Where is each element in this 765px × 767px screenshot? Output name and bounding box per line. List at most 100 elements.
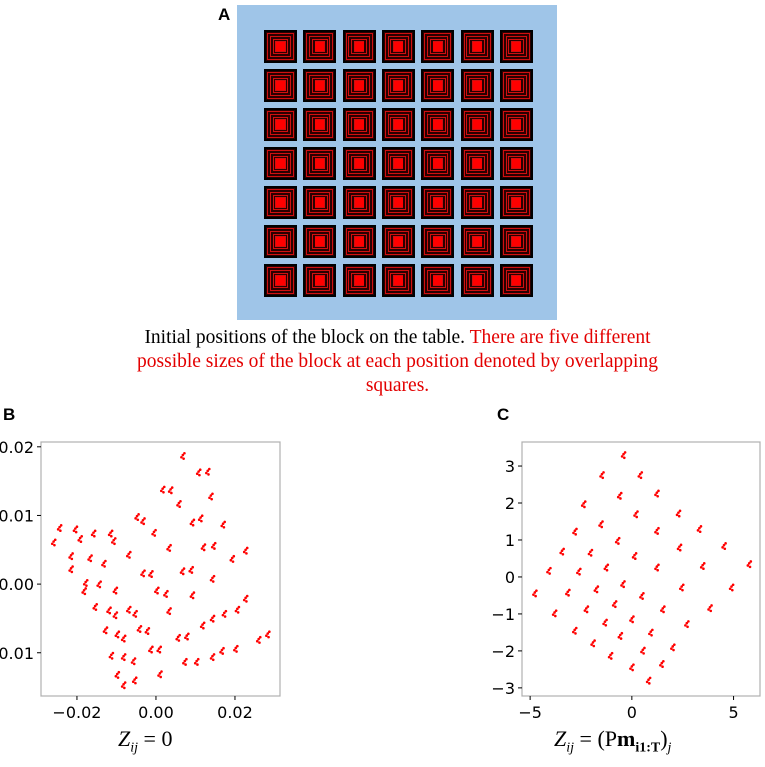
data-point (133, 678, 136, 681)
block-size-outline (269, 230, 292, 253)
data-point (116, 676, 120, 679)
block-size-outline (429, 77, 446, 94)
x-tick-label: 0 (627, 703, 637, 722)
data-point (149, 647, 153, 650)
data-point (696, 529, 700, 532)
scatter-plot-c: −5 0 5 3 2 1 0 −1 −2 −3 (491, 441, 761, 722)
data-point (109, 606, 112, 610)
block-size-outline (311, 194, 328, 211)
block-size-outline (309, 269, 331, 292)
data-point (169, 488, 172, 491)
data-point (702, 567, 705, 571)
data-point (710, 604, 713, 607)
data-point (574, 626, 578, 630)
data-point (554, 614, 557, 618)
block-position (342, 108, 376, 141)
y-tick-label: 0 (505, 568, 515, 587)
data-point (166, 589, 169, 593)
data-point (50, 542, 54, 546)
data-point (548, 572, 551, 575)
data-point (52, 540, 55, 543)
panel-b-label: B (3, 405, 16, 424)
data-point (197, 518, 201, 522)
data-point (613, 601, 616, 605)
data-point (604, 565, 608, 568)
data-point (170, 491, 173, 495)
data-point (99, 580, 102, 583)
data-point (94, 608, 98, 611)
data-point (164, 591, 168, 595)
data-point (586, 605, 590, 608)
data-point (605, 568, 609, 572)
data-point (115, 672, 119, 676)
data-point (634, 512, 638, 515)
block-size-outline (348, 74, 370, 97)
data-point (156, 591, 159, 595)
block-size-outline (269, 152, 292, 175)
data-point (589, 550, 592, 554)
block-size-outline (426, 269, 449, 292)
data-point (162, 490, 165, 494)
data-point (141, 518, 145, 522)
data-point (157, 586, 160, 590)
caption-highlight-1: There are five different (465, 327, 651, 348)
data-point (587, 552, 591, 556)
data-point (594, 587, 598, 590)
data-point (561, 552, 565, 556)
data-point (709, 609, 713, 613)
block-size-outline (267, 150, 294, 177)
block-size-outline (306, 111, 334, 138)
data-point (632, 663, 635, 666)
data-point (138, 630, 142, 633)
data-point (189, 595, 193, 598)
data-point (657, 489, 660, 493)
data-point (659, 663, 662, 667)
block-size-outline (502, 72, 530, 99)
data-point (128, 605, 132, 609)
data-point (96, 584, 99, 587)
data-point (210, 497, 213, 501)
data-point (122, 683, 125, 686)
data-point (656, 494, 659, 498)
data-point (680, 585, 683, 588)
data-point (244, 548, 247, 552)
block-center (276, 159, 285, 168)
data-point (222, 646, 225, 650)
data-point (188, 569, 192, 573)
block-size-outline (469, 272, 485, 289)
block-size-outline (469, 233, 485, 250)
data-point (749, 560, 753, 563)
data-point (92, 531, 95, 534)
data-point (686, 625, 689, 629)
caption-highlight-2: possible sizes of the block at each posi… (137, 351, 658, 372)
data-point (605, 618, 608, 622)
data-point (533, 591, 537, 594)
data-point (182, 567, 186, 570)
block-size-outline (351, 233, 367, 250)
data-point (672, 648, 675, 652)
data-point (566, 590, 570, 594)
data-point (620, 631, 624, 635)
data-point (554, 609, 558, 612)
block-position (381, 108, 415, 141)
data-point (601, 476, 605, 480)
data-point (83, 592, 87, 596)
block-size-outline (269, 74, 292, 97)
block-size-outline (351, 116, 367, 133)
data-point (231, 560, 235, 563)
data-point (547, 568, 551, 572)
block-center (433, 159, 443, 168)
data-point (633, 557, 637, 561)
data-point (202, 548, 206, 552)
data-point (127, 552, 130, 556)
block-size-outline (309, 152, 331, 175)
x-tick-label: −0.02 (52, 703, 101, 722)
block-size-outline (269, 35, 292, 58)
block-center (511, 159, 521, 168)
block-position (303, 264, 337, 297)
block-size-outline (432, 197, 443, 208)
data-point (151, 645, 154, 649)
data-point (133, 611, 137, 615)
data-point (609, 653, 612, 657)
data-point (117, 630, 121, 634)
